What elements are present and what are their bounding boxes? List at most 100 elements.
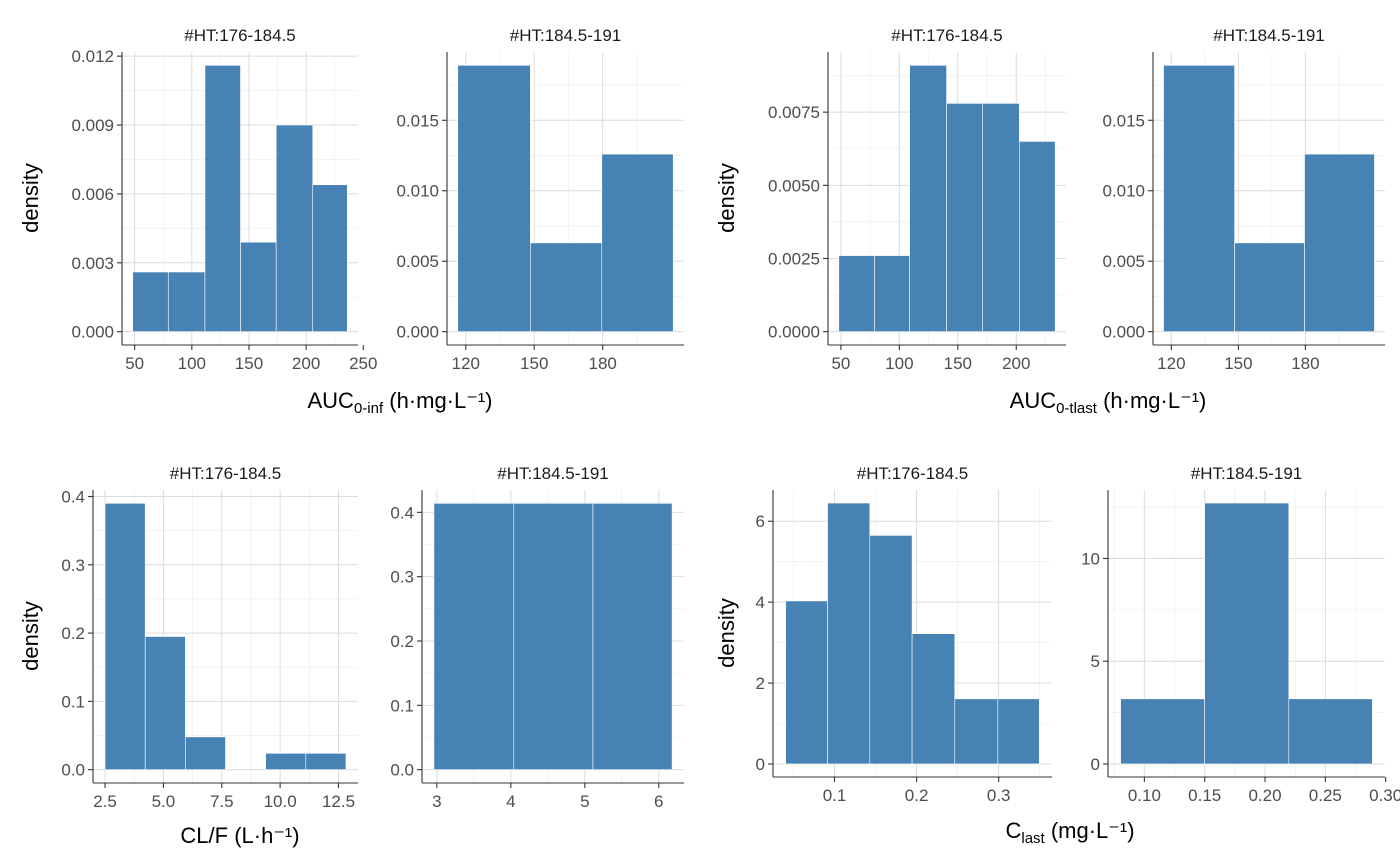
histogram-bar <box>838 255 876 332</box>
facet-strip-label: #HT:176-184.5 <box>857 464 969 483</box>
y-tick-label: 0.0000 <box>768 323 820 342</box>
x-tick-label: 0.1 <box>823 786 847 805</box>
y-axis-title: density <box>18 601 43 671</box>
histogram-bar <box>982 103 1020 332</box>
x-tick-label: 180 <box>1291 354 1319 373</box>
x-tick-label: 0.3 <box>987 786 1011 805</box>
facet-strip-label: #HT:184.5-191 <box>497 464 609 483</box>
y-tick-label: 0.2 <box>390 632 414 651</box>
x-tick-label: 0.2 <box>905 786 929 805</box>
x-tick-label: 0.20 <box>1248 786 1281 805</box>
facet-strip-label: #HT:184.5-191 <box>1191 464 1303 483</box>
histogram-bar <box>457 65 531 332</box>
histogram-bar <box>132 271 169 332</box>
y-tick-label: 0.015 <box>396 111 439 130</box>
histogram-bar <box>592 503 673 770</box>
histogram-bar <box>601 153 674 332</box>
histogram-bar <box>204 65 241 332</box>
histogram-bar <box>869 535 913 765</box>
x-tick-label: 0.15 <box>1188 786 1221 805</box>
y-tick-label: 0.3 <box>390 568 414 587</box>
facet-panel: 3 4 5 6 0.0 0.1 0.2 0.3 0.4 #HT:184.5-191 <box>390 464 684 811</box>
y-tick-label: 0.0050 <box>768 176 820 195</box>
histogram-bar <box>1304 153 1375 332</box>
y-axis-title: density <box>714 598 739 668</box>
x-tick-label: 120 <box>452 354 480 373</box>
x-axis-title-main: AUC <box>1010 388 1057 413</box>
y-tick-label: 0.005 <box>1102 252 1145 271</box>
histogram-bar <box>433 503 515 770</box>
y-axis-title: density <box>18 163 43 233</box>
facet-panel: 50 100 150 200 250 0.000 0.003 0.006 0.009 0.012 #… <box>71 26 377 373</box>
y-tick-label: 0.000 <box>71 323 114 342</box>
y-tick-label: 0.010 <box>396 182 439 201</box>
histogram-bar <box>954 698 999 765</box>
y-tick-label: 0.3 <box>61 556 85 575</box>
x-tick-label: 150 <box>1224 354 1252 373</box>
histogram-bar <box>1204 502 1290 765</box>
x-tick-label: 0.10 <box>1128 786 1161 805</box>
x-tick-label: 200 <box>1002 354 1030 373</box>
histogram-bar <box>909 65 947 332</box>
y-tick-label: 2 <box>756 674 765 693</box>
y-axis-title: density <box>714 163 739 233</box>
facet-panel: 0.1 0.2 0.3 0 2 4 6 #HT:176-184.5 <box>756 464 1052 805</box>
x-axis-title-unit: (h·mg·L⁻¹) <box>1097 388 1206 413</box>
y-tick-label: 0 <box>756 755 765 774</box>
histogram-bar <box>911 633 956 765</box>
x-tick-label: 150 <box>520 354 548 373</box>
x-tick-label: 50 <box>125 354 144 373</box>
x-tick-label: 180 <box>589 354 617 373</box>
y-tick-label: 0.2 <box>61 624 85 643</box>
x-tick-label: 5.0 <box>152 792 176 811</box>
x-axis-title: CL/F (L·h⁻¹) <box>180 823 299 848</box>
y-tick-label: 0.000 <box>1102 323 1145 342</box>
x-tick-label: 100 <box>178 354 206 373</box>
y-tick-label: 0.0 <box>61 761 85 780</box>
x-axis-title: AUC0-tlast (h·mg·L⁻¹) <box>1010 388 1207 417</box>
histogram-bar <box>240 241 277 332</box>
y-tick-label: 0.006 <box>71 185 114 204</box>
x-tick-label: 10.0 <box>264 792 297 811</box>
y-tick-label: 5 <box>1091 652 1100 671</box>
x-axis-title-unit: (h·mg·L⁻¹) <box>383 388 492 413</box>
y-tick-label: 0.012 <box>71 47 114 66</box>
y-tick-label: 6 <box>756 512 765 531</box>
x-axis-title-unit: (mg·L⁻¹) <box>1045 818 1135 843</box>
facet-panel: 120 150 180 0.000 0.005 0.010 0.015 #HT:184.5-1… <box>1102 26 1385 373</box>
x-tick-label: 2.5 <box>93 792 117 811</box>
histogram-bar <box>827 502 871 765</box>
x-tick-label: 0.25 <box>1309 786 1342 805</box>
y-tick-label: 0.1 <box>390 696 414 715</box>
facet-strip-label: #HT:176-184.5 <box>184 26 296 45</box>
x-tick-label: 100 <box>885 354 913 373</box>
histogram-bar <box>167 271 206 332</box>
x-axis-title-subscript: 0-tlast <box>1056 400 1098 417</box>
x-tick-label: 7.5 <box>210 792 234 811</box>
y-tick-label: 0.010 <box>1102 182 1145 201</box>
facet-panel: 0.10 0.15 0.20 0.25 0.30 0 5 10 #HT:184.5-191 <box>1081 464 1400 805</box>
y-tick-label: 0.1 <box>61 692 85 711</box>
x-tick-label: 3 <box>432 792 441 811</box>
y-tick-label: 0.4 <box>390 503 414 522</box>
y-tick-label: 0.015 <box>1102 111 1145 130</box>
histogram-bar <box>265 752 307 770</box>
facet-strip-label: #HT:176-184.5 <box>170 464 282 483</box>
x-tick-label: 4 <box>506 792 515 811</box>
y-tick-label: 0.0075 <box>768 103 820 122</box>
plot-3: 2.5 5.0 7.5 10.0 12.5 0.0 0.1 0.2 0.3 0.4 #HT:176-… <box>18 464 684 848</box>
histogram-bar <box>185 736 226 770</box>
plot-1: 50 100 150 200 250 0.000 0.003 0.006 0.009 0.012 #… <box>18 26 684 417</box>
x-tick-label: 50 <box>831 354 850 373</box>
histogram-bar <box>785 600 828 765</box>
y-tick-label: 0.003 <box>71 254 114 273</box>
y-tick-label: 10 <box>1081 550 1100 569</box>
facet-panel: 50 100 150 200 0.0000 0.0025 0.0050 0.0075 #HT:1… <box>768 26 1066 373</box>
x-tick-label: 250 <box>349 354 377 373</box>
x-tick-label: 150 <box>235 354 263 373</box>
facet-strip-label: #HT:176-184.5 <box>891 26 1003 45</box>
histogram-bar <box>144 636 186 770</box>
x-axis-title-main: CL/F (L·h⁻¹) <box>180 823 299 848</box>
histogram-bar <box>1288 698 1373 765</box>
